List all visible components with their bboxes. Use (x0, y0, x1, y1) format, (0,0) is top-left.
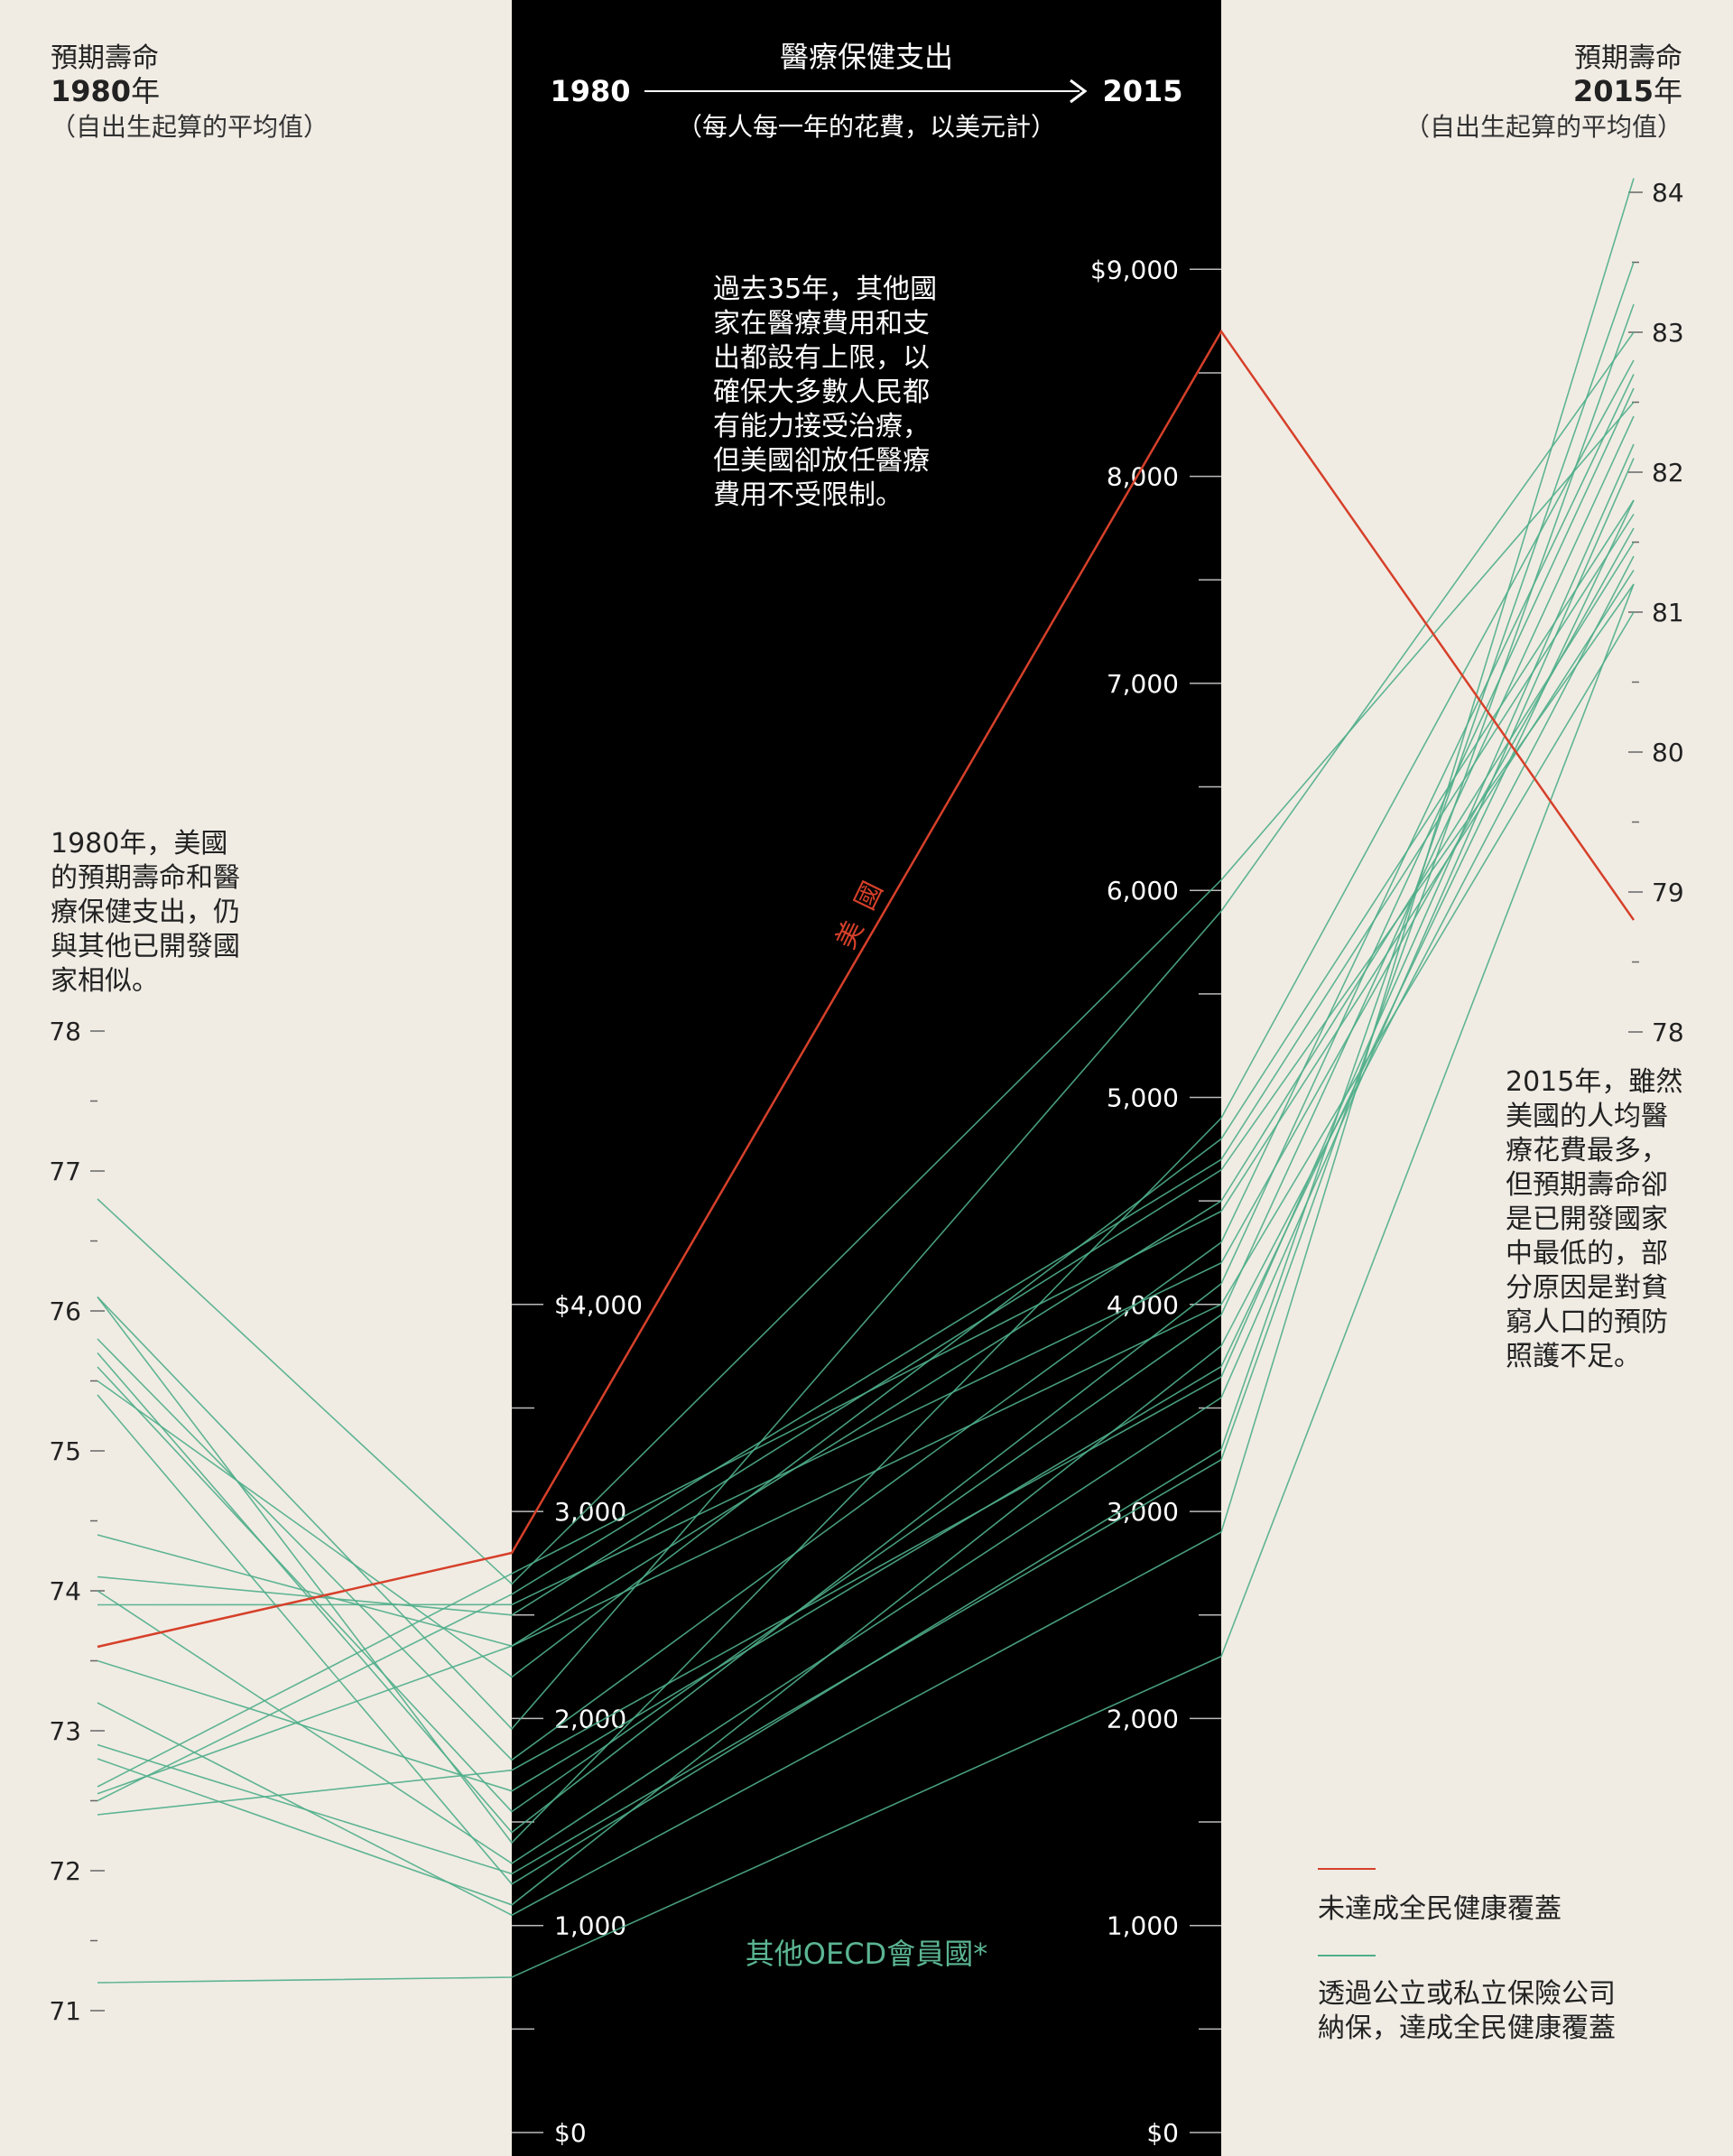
right-annotation: 2015年，雖然美國的人均醫療花費最多，但預期壽命卻是已開發國家中最低的，部分原… (1506, 1066, 1682, 1372)
right-axis-tick-label: 82 (1652, 458, 1684, 488)
note-right-line: 是已開發國家 (1506, 1203, 1668, 1235)
oecd-series-line (97, 583, 1635, 1984)
right-axis-year-suffix: 年 (1654, 74, 1682, 108)
note-right-line: 窮人口的預防 (1506, 1306, 1668, 1338)
left-axis-subtitle: （自出生起算的平均值） (51, 112, 329, 142)
spending-panel (512, 0, 1221, 2156)
legend-red-label: 未達成全民健康覆蓋 (1318, 1893, 1562, 1925)
left-axis-year-suffix: 年 (131, 74, 160, 108)
center-annotation: 過去35年，其他國家在醫療費用和支出都設有上限，以確保大多數人民都有能力接受治療… (713, 274, 937, 511)
note-center-line: 確保大多數人民都 (713, 376, 930, 408)
right-axis-tick-label: 81 (1652, 598, 1684, 627)
spend2015-axis-tick-label: 3,000 (1107, 1497, 1179, 1527)
center-arrow-head (1070, 79, 1088, 104)
note-right-line: 美國的人均醫 (1506, 1101, 1668, 1132)
left-axis-tick-label: 76 (49, 1296, 81, 1326)
us-lines (97, 329, 1636, 1649)
legend-green-label-line1: 透過公立或私立保險公司 (1318, 1978, 1616, 2010)
spend2015-axis-tick-label: 5,000 (1107, 1083, 1179, 1113)
oecd-series-line (97, 527, 1635, 1606)
spend1980-axis-tick-label: 3,000 (554, 1497, 626, 1527)
note-left-line: 與其他已開發國 (51, 931, 240, 962)
left-axis-tick-label: 77 (49, 1157, 81, 1186)
oecd-lines (97, 178, 1635, 1984)
spend1980-axis-tick-label: 1,000 (554, 1911, 626, 1941)
oecd-line-label: 其他OECD會員國* (746, 1937, 987, 1971)
left-axis-year: 1980年 (51, 74, 160, 108)
right-axis-year-number: 2015 (1573, 74, 1654, 108)
oecd-series-line (97, 542, 1635, 1647)
legend-green-label-line2: 納保，達成全民健康覆蓋 (1318, 2012, 1616, 2044)
spend1980-axis-tick-label: $0 (554, 2118, 587, 2148)
oecd-series-line (97, 611, 1635, 1795)
right-axis-tick-label: 79 (1652, 878, 1684, 907)
us-series-line (97, 329, 1636, 1649)
left-axis-tick-label: 74 (49, 1576, 81, 1606)
left-axis-tick-label: 78 (49, 1017, 81, 1046)
note-right-line: 2015年，雖然 (1506, 1066, 1682, 1098)
note-center-line: 但美國卻放任醫療 (713, 445, 930, 477)
note-left-line: 家相似。 (51, 965, 159, 997)
left-axis-tick-label: 75 (49, 1436, 81, 1466)
oecd-series-line (97, 401, 1635, 1585)
oecd-series-line (97, 415, 1635, 1813)
note-center-line: 家在醫療費用和支 (713, 308, 930, 339)
oecd-series-line (97, 499, 1635, 1792)
right-axis-subtitle: （自出生起算的平均值） (1404, 112, 1682, 142)
note-right-line: 但預期壽命卻 (1506, 1169, 1668, 1201)
spend1980-axis-tick-label: $4,000 (554, 1290, 643, 1320)
oecd-series-line (97, 570, 1635, 1788)
note-left-line: 療保健支出，仍 (51, 897, 240, 928)
oecd-series-line (97, 458, 1635, 1864)
spend2015-axis-tick-label: 7,000 (1107, 669, 1179, 699)
spend2015-axis-tick-label: 1,000 (1107, 1911, 1179, 1941)
note-right-line: 分原因是對貧 (1506, 1272, 1668, 1304)
note-center-line: 過去35年，其他國 (713, 274, 937, 305)
note-right-line: 照護不足。 (1506, 1341, 1641, 1372)
left-axis-tick-label: 73 (49, 1716, 81, 1746)
left-axis-tick-label: 71 (49, 1996, 81, 2026)
oecd-series-line (97, 499, 1635, 1678)
axes: 71 72 73 74 75 76 77 78 $0 1,000 2,000 3,000 $4,000 $… (49, 178, 1683, 2148)
oecd-series-line (97, 555, 1635, 1906)
oecd-series-line (97, 443, 1635, 1816)
note-center-line: 有能力接受治療， (713, 411, 930, 442)
right-axis-title: 預期壽命 (1574, 42, 1682, 74)
note-center-line: 出都設有上限，以 (713, 342, 930, 374)
center-subtitle: （每人每一年的花費，以美元計） (677, 112, 1056, 142)
spend2015-axis-tick-label: $0 (1146, 2118, 1179, 2148)
right-axis-year: 2015年 (1573, 74, 1682, 108)
right-axis-tick-label: 80 (1652, 738, 1684, 767)
right-axis-tick-label: 78 (1652, 1018, 1684, 1047)
spend2015-axis-tick-label: $9,000 (1090, 255, 1179, 284)
note-right-line: 療花費最多， (1506, 1135, 1668, 1166)
oecd-series-line (97, 374, 1635, 1761)
center-to-year: 2015 (1102, 74, 1182, 108)
oecd-series-line (97, 359, 1635, 1845)
right-axis-tick-label: 83 (1652, 318, 1684, 348)
note-right-line: 中最低的，部 (1506, 1238, 1668, 1269)
oecd-series-line (97, 303, 1635, 1875)
note-left-line: 的預期壽命和醫 (51, 862, 240, 894)
note-center-line: 費用不受限制。 (713, 479, 903, 511)
spend2015-axis-tick-label: 4,000 (1107, 1290, 1179, 1320)
spend2015-axis-tick-label: 6,000 (1107, 876, 1179, 906)
left-axis-title: 預期壽命 (51, 42, 159, 74)
spend2015-axis-tick-label: 2,000 (1107, 1704, 1179, 1733)
center-from-year: 1980 (550, 74, 630, 108)
oecd-series-line (97, 331, 1635, 1731)
oecd-series-line (97, 514, 1635, 1802)
left-axis-tick-label: 72 (49, 1856, 81, 1886)
right-axis-tick-label: 84 (1652, 178, 1684, 208)
left-axis-year-number: 1980 (51, 74, 131, 108)
center-title: 醫療保健支出 (780, 40, 953, 74)
note-left-line: 1980年，美國 (51, 828, 227, 860)
